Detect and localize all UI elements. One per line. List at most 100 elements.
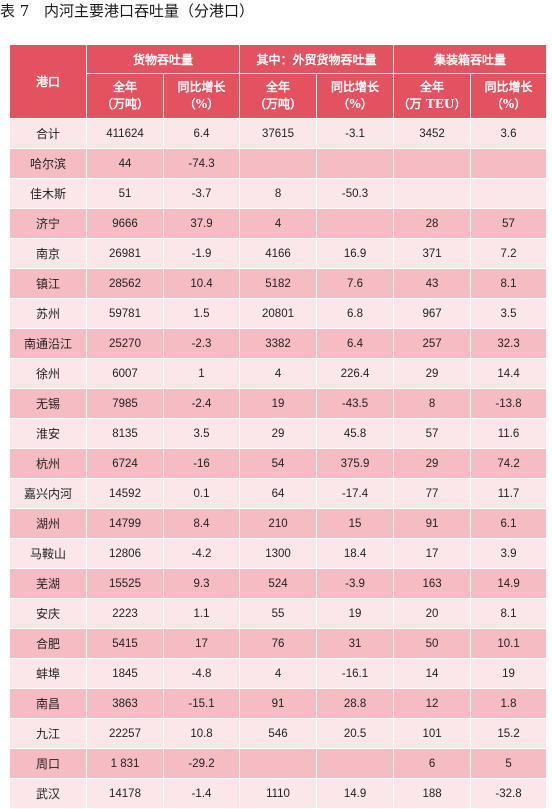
cargo-annual-cell: 1845 (86, 658, 164, 689)
container-annual-cell (393, 148, 472, 179)
cargo-growth-cell: -1.4 (162, 778, 241, 809)
port-name-cell: 合肥 (9, 628, 87, 659)
foreign-annual-cell: 55 (239, 598, 318, 629)
cargo-growth-cell: -4.8 (162, 658, 241, 689)
container-growth-cell: 19 (470, 658, 548, 689)
container-growth-cell: 6.1 (470, 508, 548, 539)
table-row: 镇江 28562 10.4 5182 7.6 43 8.1 (9, 268, 548, 299)
cargo-growth-cell: 6.4 (162, 118, 241, 149)
table-caption: 表 7 内河主要港口吞吐量（分港口） (0, 0, 552, 30)
table-row: 淮安 8135 3.5 29 45.8 57 11.6 (9, 418, 548, 449)
table-row: 苏州 59781 1.5 20801 6.8 967 3.5 (9, 298, 548, 329)
foreign-growth-cell: 28.8 (316, 688, 395, 719)
table-row: 哈尔滨 44 -74.3 (9, 148, 548, 179)
cargo-growth-cell: 1.5 (162, 298, 241, 329)
foreign-annual-cell: 524 (239, 568, 318, 599)
container-growth-cell: 8.1 (470, 268, 548, 299)
table-row: 蚌埠 1845 -4.8 4 -16.1 14 19 (9, 658, 548, 689)
cargo-growth-cell: 17 (162, 628, 241, 659)
foreign-annual-cell: 4 (239, 208, 318, 239)
cargo-annual-cell: 26981 (86, 238, 164, 269)
table-row: 无锡 7985 -2.4 19 -43.5 8 -13.8 (9, 388, 548, 419)
foreign-growth-cell: 15 (316, 508, 395, 539)
container-growth-cell: 5 (470, 748, 548, 779)
port-name-cell: 哈尔滨 (9, 148, 87, 179)
table-row: 徐州 6007 1 4 226.4 29 14.4 (9, 358, 548, 389)
foreign-growth-cell: -43.5 (316, 388, 395, 419)
port-name-cell: 芜湖 (9, 568, 87, 599)
cargo-growth-cell: -3.7 (162, 178, 241, 209)
foreign-annual-cell: 4 (239, 358, 318, 389)
port-name-cell: 无锡 (9, 388, 87, 419)
foreign-growth-cell: -50.3 (316, 178, 395, 209)
container-growth-cell: 3.9 (470, 538, 548, 569)
cargo-growth-cell: 0.1 (162, 478, 241, 509)
cargo-annual-cell: 22257 (86, 718, 164, 749)
cargo-growth-cell: -1.9 (162, 238, 241, 269)
foreign-annual-cell: 546 (239, 718, 318, 749)
container-annual-cell: 57 (393, 418, 472, 449)
header-cargo-annual: 全年 （万吨） (86, 73, 164, 119)
foreign-annual-cell: 19 (239, 388, 318, 419)
table-row: 武汉 14178 -1.4 1110 14.9 188 -32.8 (9, 778, 548, 809)
cargo-annual-cell: 5415 (86, 628, 164, 659)
header-foreign-annual: 全年 （万吨） (239, 73, 318, 119)
cargo-annual-cell: 9666 (86, 208, 164, 239)
container-annual-cell: 20 (393, 598, 472, 629)
container-annual-cell: 91 (393, 508, 472, 539)
table-row: 马鞍山 12806 -4.2 1300 18.4 17 3.9 (9, 538, 548, 569)
cargo-annual-cell: 7985 (86, 388, 164, 419)
cargo-annual-cell: 14178 (86, 778, 164, 809)
foreign-growth-cell: 226.4 (316, 358, 395, 389)
container-growth-cell (470, 178, 548, 209)
port-name-cell: 武汉 (9, 778, 87, 809)
cargo-annual-cell: 6007 (86, 358, 164, 389)
table-row: 南通沿江 25270 -2.3 3382 6.4 257 32.3 (9, 328, 548, 359)
port-name-cell: 合计 (9, 118, 87, 149)
port-name-cell: 马鞍山 (9, 538, 87, 569)
header-container-annual: 全年 （万 TEU） (393, 73, 472, 119)
foreign-annual-cell: 1110 (239, 778, 318, 809)
container-growth-cell: 8.1 (470, 598, 548, 629)
container-growth-cell: 15.2 (470, 718, 548, 749)
container-annual-cell: 188 (393, 778, 472, 809)
cargo-annual-cell: 8135 (86, 418, 164, 449)
container-annual-cell: 967 (393, 298, 472, 329)
foreign-annual-cell: 5182 (239, 268, 318, 299)
foreign-growth-cell: -3.9 (316, 568, 395, 599)
container-annual-cell: 50 (393, 628, 472, 659)
foreign-annual-cell (239, 748, 318, 779)
container-growth-cell: 11.7 (470, 478, 548, 509)
port-name-cell: 南通沿江 (9, 328, 87, 359)
container-annual-cell: 14 (393, 658, 472, 689)
container-growth-cell (470, 148, 548, 179)
port-name-cell: 淮安 (9, 418, 87, 449)
foreign-annual-cell: 3382 (239, 328, 318, 359)
table-row: 周口 1 831 -29.2 6 5 (9, 748, 548, 779)
port-name-cell: 济宁 (9, 208, 87, 239)
foreign-growth-cell: 16.9 (316, 238, 395, 269)
container-annual-cell: 77 (393, 478, 472, 509)
cargo-growth-cell: -2.4 (162, 388, 241, 419)
cargo-annual-cell: 1 831 (86, 748, 164, 779)
cargo-growth-cell: 37.9 (162, 208, 241, 239)
table-row: 济宁 9666 37.9 4 28 57 (9, 208, 548, 239)
foreign-annual-cell (239, 148, 318, 179)
foreign-growth-cell: 6.8 (316, 298, 395, 329)
table-row: 佳木斯 51 -3.7 8 -50.3 (9, 178, 548, 209)
foreign-growth-cell: 19 (316, 598, 395, 629)
foreign-annual-cell: 64 (239, 478, 318, 509)
container-annual-cell: 28 (393, 208, 472, 239)
cargo-growth-cell: 8.4 (162, 508, 241, 539)
foreign-growth-cell (316, 208, 395, 239)
container-annual-cell: 257 (393, 328, 472, 359)
container-growth-cell: 57 (470, 208, 548, 239)
cargo-annual-cell: 28562 (86, 268, 164, 299)
container-annual-cell: 101 (393, 718, 472, 749)
container-annual-cell: 163 (393, 568, 472, 599)
port-name-cell: 九江 (9, 718, 87, 749)
container-growth-cell: 74.2 (470, 448, 548, 479)
foreign-growth-cell: 375.9 (316, 448, 395, 479)
container-growth-cell: 7.2 (470, 238, 548, 269)
header-port: 港口 (9, 44, 87, 119)
